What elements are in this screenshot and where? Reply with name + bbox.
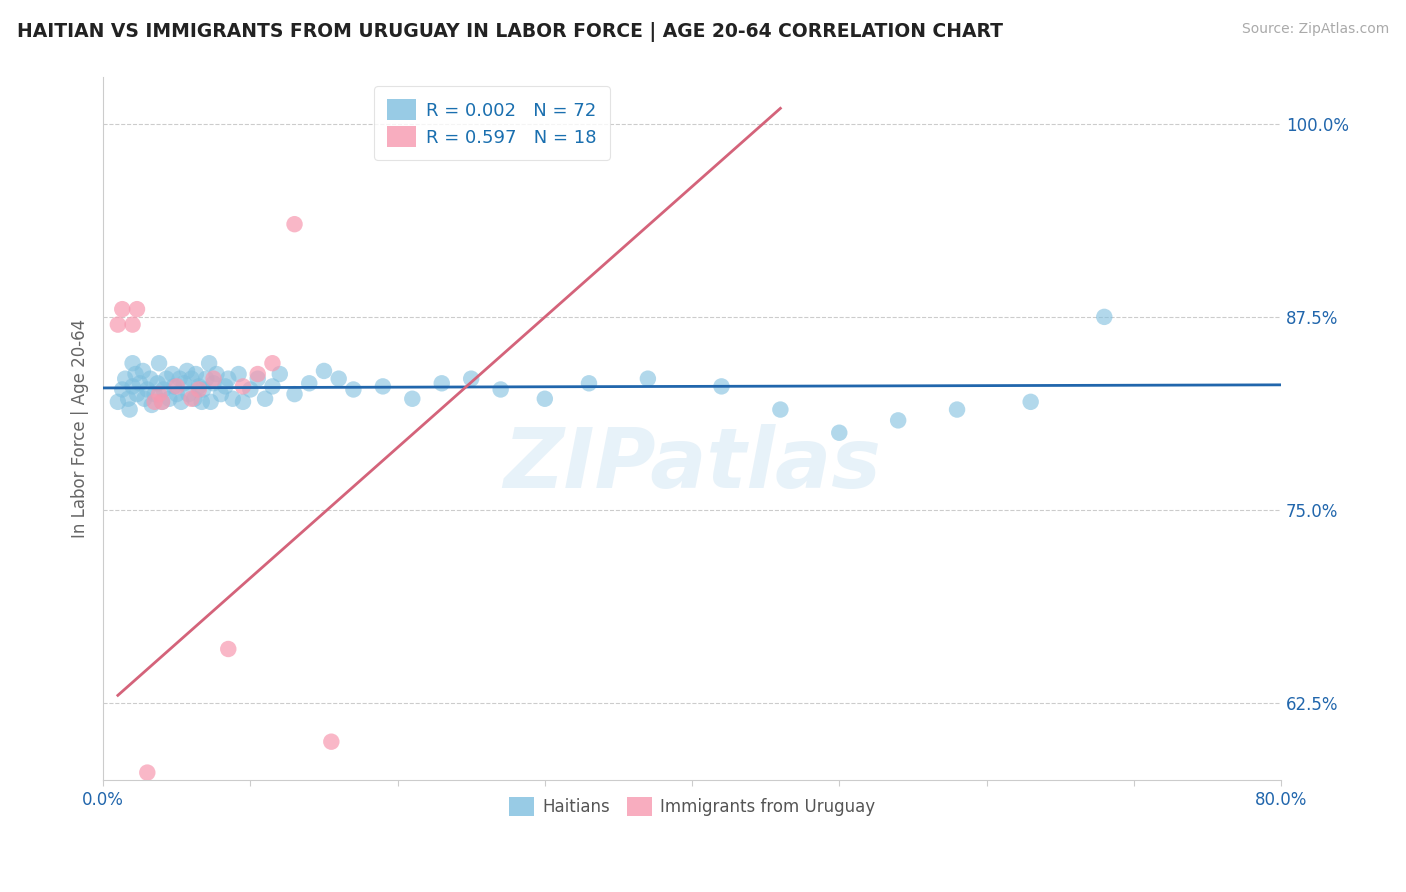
Point <box>769 402 792 417</box>
Text: Source: ZipAtlas.com: Source: ZipAtlas.com <box>1241 22 1389 37</box>
Point <box>371 379 394 393</box>
Point <box>117 392 139 406</box>
Point <box>124 367 146 381</box>
Point <box>217 642 239 657</box>
Point <box>141 398 163 412</box>
Point <box>139 372 162 386</box>
Point <box>184 367 207 381</box>
Point <box>430 376 453 391</box>
Point <box>262 356 284 370</box>
Point <box>150 394 173 409</box>
Point <box>298 376 321 391</box>
Point <box>328 372 350 386</box>
Point <box>578 376 600 391</box>
Point <box>262 379 284 393</box>
Point <box>166 387 188 401</box>
Point <box>180 372 202 386</box>
Point <box>121 379 143 393</box>
Point <box>489 383 512 397</box>
Point <box>401 392 423 406</box>
Point <box>169 372 191 386</box>
Point <box>148 356 170 370</box>
Point <box>163 379 186 393</box>
Point <box>710 379 733 393</box>
Point <box>129 376 152 391</box>
Text: ZIPatlas: ZIPatlas <box>503 424 882 505</box>
Point <box>157 392 180 406</box>
Point <box>283 387 305 401</box>
Point <box>312 364 335 378</box>
Point <box>254 392 277 406</box>
Point <box>134 392 156 406</box>
Point <box>152 383 174 397</box>
Point <box>107 318 129 332</box>
Point <box>187 379 209 393</box>
Point <box>136 383 159 397</box>
Point <box>177 387 200 401</box>
Point <box>209 387 232 401</box>
Point <box>121 318 143 332</box>
Point <box>121 356 143 370</box>
Point <box>214 379 236 393</box>
Point <box>246 372 269 386</box>
Point <box>162 367 184 381</box>
Point <box>232 394 254 409</box>
Point <box>166 379 188 393</box>
Point <box>180 392 202 406</box>
Point <box>191 394 214 409</box>
Point <box>1092 310 1115 324</box>
Point <box>173 376 195 391</box>
Point <box>118 402 141 417</box>
Legend: Haitians, Immigrants from Uruguay: Haitians, Immigrants from Uruguay <box>501 789 883 825</box>
Point <box>198 356 221 370</box>
Point <box>132 364 155 378</box>
Point <box>342 383 364 397</box>
Point <box>183 392 205 406</box>
Point <box>193 383 215 397</box>
Point <box>533 392 555 406</box>
Point <box>146 376 169 391</box>
Point <box>269 367 291 381</box>
Point <box>143 387 166 401</box>
Point <box>114 372 136 386</box>
Point <box>155 372 177 386</box>
Point <box>946 402 969 417</box>
Point <box>217 372 239 386</box>
Point <box>125 302 148 317</box>
Point <box>111 302 134 317</box>
Point <box>176 364 198 378</box>
Point <box>125 387 148 401</box>
Point <box>111 383 134 397</box>
Point <box>1019 394 1042 409</box>
Point <box>202 376 225 391</box>
Point <box>232 379 254 393</box>
Point <box>205 367 228 381</box>
Point <box>239 383 262 397</box>
Y-axis label: In Labor Force | Age 20-64: In Labor Force | Age 20-64 <box>72 319 89 539</box>
Point <box>187 383 209 397</box>
Text: HAITIAN VS IMMIGRANTS FROM URUGUAY IN LABOR FORCE | AGE 20-64 CORRELATION CHART: HAITIAN VS IMMIGRANTS FROM URUGUAY IN LA… <box>17 22 1002 42</box>
Point <box>195 372 218 386</box>
Point <box>148 387 170 401</box>
Point <box>221 392 243 406</box>
Point <box>143 394 166 409</box>
Point <box>107 394 129 409</box>
Point <box>321 734 343 748</box>
Point <box>136 765 159 780</box>
Point <box>202 372 225 386</box>
Point <box>200 394 222 409</box>
Point <box>170 394 193 409</box>
Point <box>283 217 305 231</box>
Point <box>637 372 659 386</box>
Point <box>246 367 269 381</box>
Point <box>828 425 851 440</box>
Point <box>150 394 173 409</box>
Point <box>887 413 910 427</box>
Point <box>228 367 250 381</box>
Point <box>460 372 482 386</box>
